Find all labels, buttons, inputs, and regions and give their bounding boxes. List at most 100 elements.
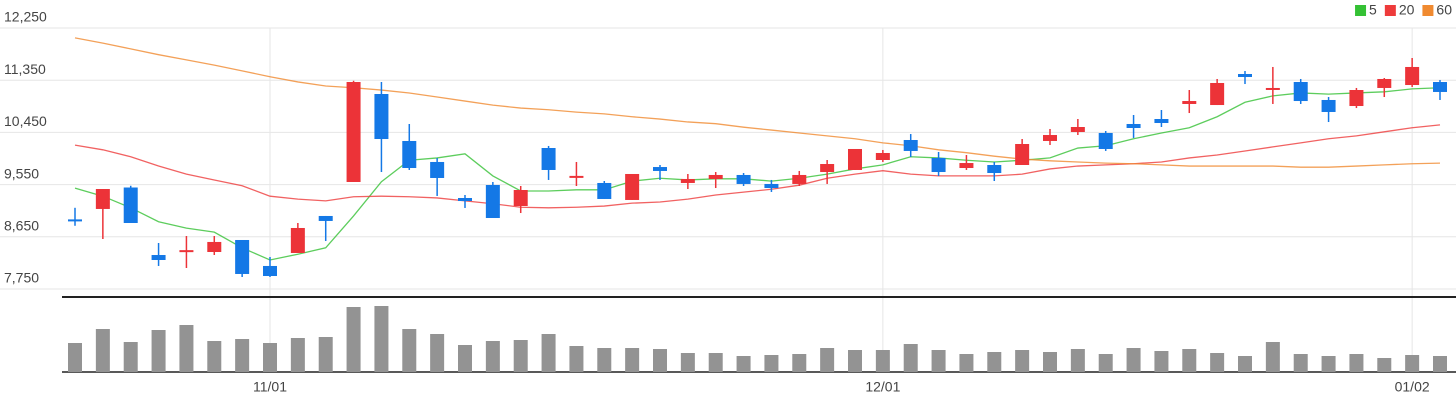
volume-bar: [95, 329, 110, 372]
candle-body: [708, 174, 723, 179]
ma-line: [74, 87, 1441, 261]
volume-bar: [1210, 353, 1225, 372]
x-tick-label: 12/01: [865, 379, 900, 395]
volume-bar: [875, 350, 890, 372]
volume-bar: [764, 355, 779, 372]
candle-body: [235, 239, 250, 274]
candle-body: [402, 140, 417, 169]
candle-body: [1182, 101, 1197, 104]
volume-bar: [1182, 349, 1197, 372]
candle-body: [541, 148, 556, 170]
legend-label: 20: [1399, 2, 1415, 18]
volume-bar: [207, 341, 222, 372]
candle-body: [820, 164, 835, 173]
candle-body: [1265, 87, 1280, 90]
y-tick-label: 8,650: [4, 218, 39, 234]
y-tick-label: 9,550: [4, 165, 39, 181]
volume-bar: [987, 352, 1002, 372]
volume-bar: [1154, 351, 1169, 372]
y-tick-label: 7,750: [4, 270, 39, 286]
volume-bar: [625, 348, 640, 372]
candle-body: [68, 219, 82, 222]
ma-line: [74, 37, 1441, 168]
candle-body: [569, 175, 584, 178]
candle-body: [653, 167, 667, 171]
volume-bar: [541, 334, 556, 372]
volume-bar: [374, 306, 389, 372]
candle-body: [1405, 66, 1420, 86]
volume-bar: [1126, 348, 1141, 372]
volume-bar: [653, 349, 667, 372]
x-tick-label: 11/01: [253, 379, 287, 395]
candle-body: [1377, 78, 1392, 88]
candle-body: [123, 187, 138, 223]
volume-bar: [263, 343, 277, 372]
volume-bar: [179, 325, 194, 372]
candle-body: [987, 164, 1002, 173]
legend-swatch: [1355, 5, 1367, 16]
volume-bar: [708, 353, 723, 372]
y-tick-label: 11,350: [4, 61, 46, 77]
candle-body: [207, 241, 222, 252]
y-tick-label: 12,250: [4, 9, 47, 25]
volume-bar: [959, 354, 974, 372]
y-tick-label: 10,450: [4, 113, 47, 129]
volume-bar: [736, 356, 751, 372]
volume-bar: [1265, 342, 1280, 372]
candle-body: [1126, 123, 1141, 128]
volume-bar: [1293, 354, 1308, 372]
candle-body: [1154, 119, 1169, 124]
volume-bar: [402, 329, 417, 372]
volume-bar: [346, 307, 361, 372]
candle-body: [1098, 132, 1113, 149]
volume-bar: [151, 330, 166, 372]
candle-body: [1210, 82, 1225, 106]
candle-body: [95, 189, 110, 209]
candle-body: [1349, 90, 1364, 107]
volume-bar: [680, 353, 695, 372]
candle-body: [290, 227, 305, 253]
legend-label: 5: [1369, 2, 1377, 18]
candle-body: [597, 182, 612, 199]
volume-bar: [1043, 352, 1057, 372]
volume-bar: [1070, 349, 1085, 372]
volume-bar: [1405, 355, 1420, 372]
legend-swatch: [1422, 5, 1434, 16]
legend-swatch: [1384, 5, 1396, 16]
volume-bar: [848, 350, 862, 372]
candle-body: [959, 163, 974, 169]
candle-body: [625, 173, 640, 200]
volume-bar: [318, 337, 333, 372]
candle-body: [931, 157, 946, 173]
candle-body: [1070, 127, 1085, 132]
candle-body: [764, 183, 779, 189]
candle-body: [430, 161, 445, 178]
candle-body: [485, 185, 500, 219]
volume-bar: [235, 339, 250, 372]
candle-body: [848, 148, 862, 170]
volume-bar: [820, 348, 835, 372]
volume-bar: [931, 350, 946, 372]
x-tick-label: 01/02: [1395, 379, 1430, 395]
candle-body: [1293, 81, 1308, 102]
candle-body: [151, 255, 166, 260]
volume-bar: [68, 343, 82, 372]
candle-body: [513, 189, 528, 207]
legend-label: 60: [1436, 2, 1452, 18]
ma-line: [74, 124, 1441, 209]
volume-bar: [1433, 356, 1447, 372]
candle-body: [263, 265, 277, 277]
candle-body: [792, 174, 807, 184]
volume-bar: [597, 348, 612, 372]
candle-body: [1321, 99, 1336, 112]
volume-bar: [1321, 356, 1336, 372]
candle-body: [1015, 144, 1030, 165]
candle-body: [1043, 135, 1057, 141]
candle-body: [680, 178, 695, 183]
volume-bar: [1015, 350, 1030, 372]
volume-bar: [792, 354, 807, 372]
volume-bar: [1238, 356, 1252, 372]
candle-body: [318, 215, 333, 221]
volume-bar: [513, 340, 528, 372]
